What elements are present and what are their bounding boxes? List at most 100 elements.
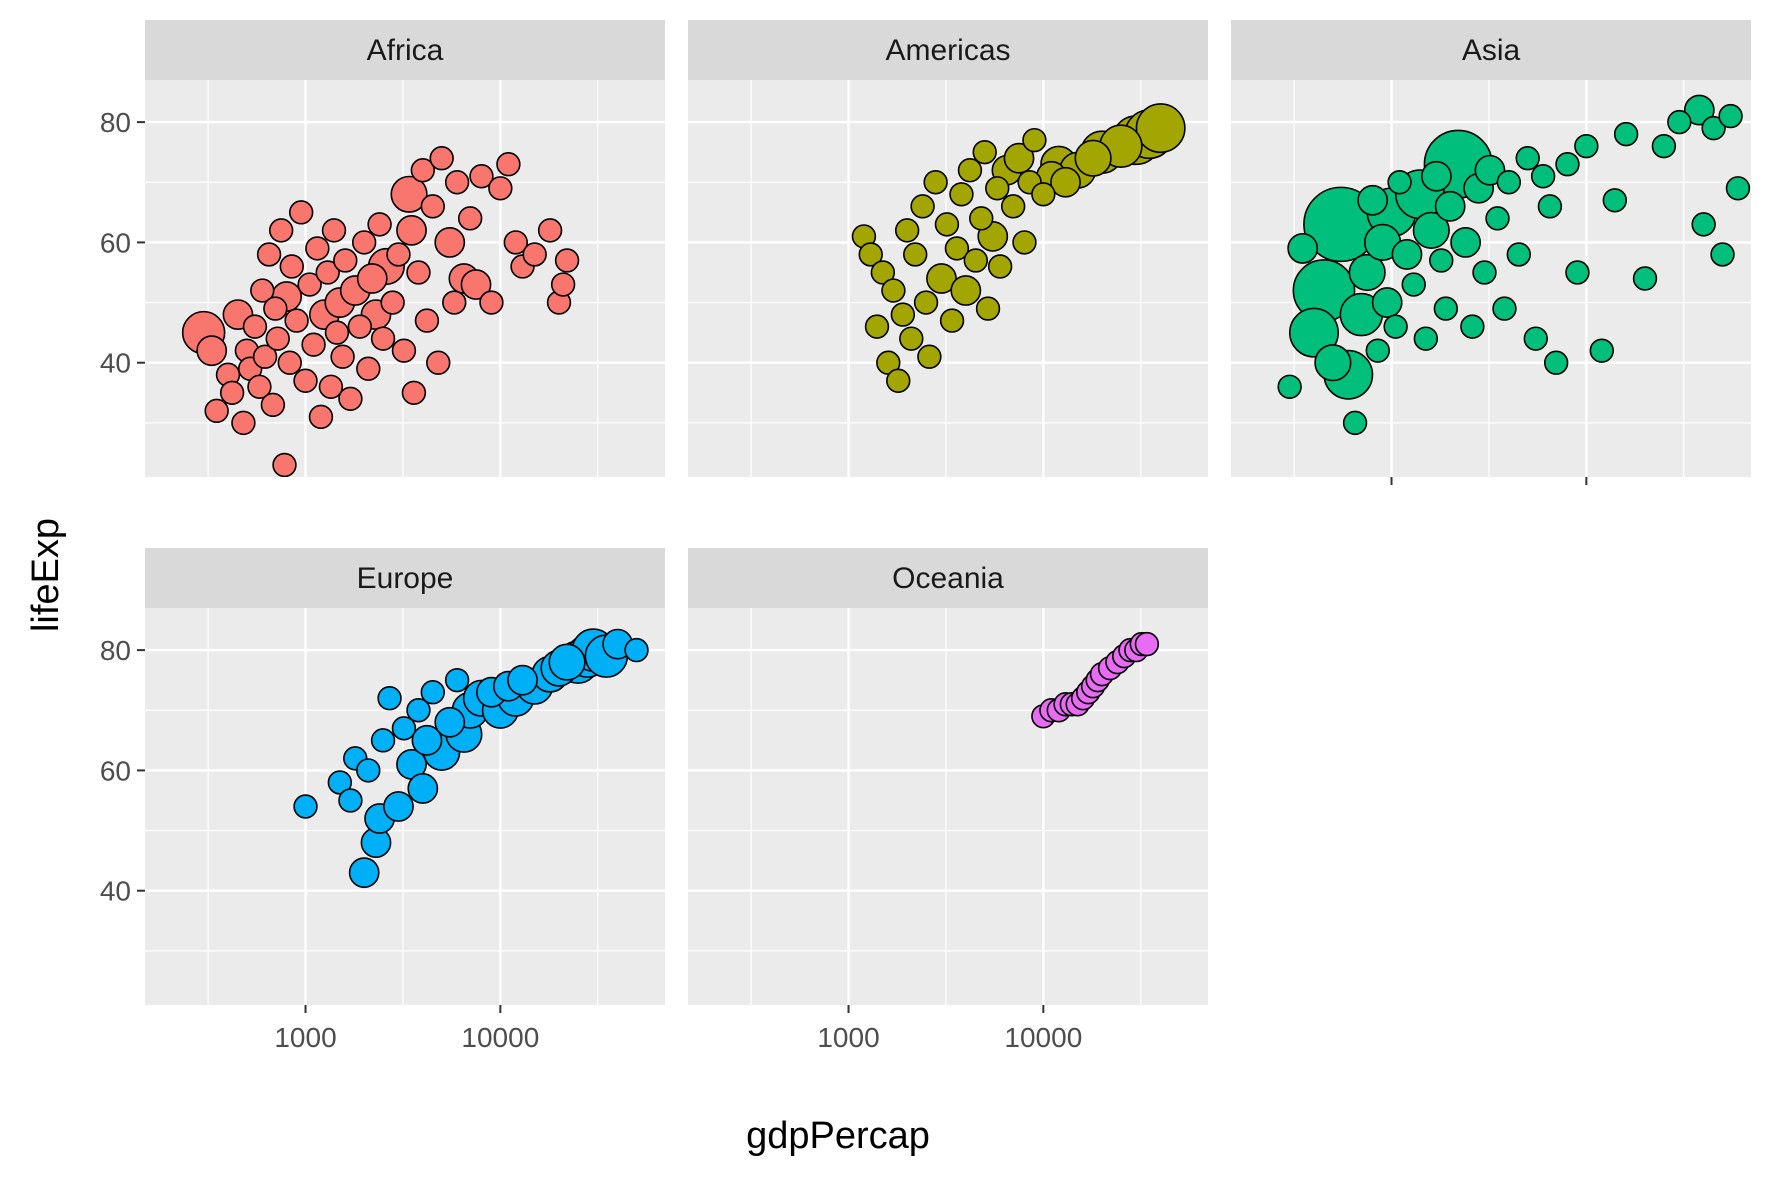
data-point xyxy=(370,326,396,351)
data-point xyxy=(972,139,997,165)
data-point xyxy=(1342,410,1368,436)
data-point xyxy=(1348,253,1386,292)
data-point xyxy=(548,643,586,681)
data-point xyxy=(1450,227,1481,258)
data-point xyxy=(1565,260,1590,285)
data-point xyxy=(1492,296,1517,321)
data-point xyxy=(338,386,363,412)
data-point xyxy=(318,374,344,399)
data-point xyxy=(975,296,1001,321)
data-point xyxy=(987,254,1013,279)
data-point xyxy=(370,728,396,753)
data-point xyxy=(460,269,492,300)
data-point xyxy=(1506,242,1531,267)
data-point xyxy=(1357,184,1389,216)
data-point xyxy=(899,326,924,351)
data-point xyxy=(324,320,350,345)
y-tick-label: 40 xyxy=(100,876,131,907)
data-point xyxy=(894,218,920,243)
data-point xyxy=(1683,94,1715,126)
data-point xyxy=(219,380,245,405)
data-point xyxy=(348,857,380,889)
data-point xyxy=(356,758,381,783)
data-point xyxy=(301,332,326,357)
plot-background xyxy=(145,80,665,477)
data-point xyxy=(1691,212,1716,237)
strip-label: Asia xyxy=(1462,34,1521,67)
strip-background xyxy=(145,548,665,608)
data-point xyxy=(1725,176,1751,201)
panel-europe: Europe xyxy=(145,548,665,1005)
data-point xyxy=(923,170,948,195)
data-point xyxy=(268,218,294,243)
data-point xyxy=(1413,326,1439,351)
data-point xyxy=(265,326,290,351)
data-point xyxy=(890,302,916,327)
data-point xyxy=(488,176,513,201)
data-point xyxy=(321,218,347,243)
data-point xyxy=(390,175,428,213)
data-point xyxy=(231,410,256,436)
x-tick-label: 1000 xyxy=(274,1022,336,1053)
data-point xyxy=(391,716,417,741)
data-point xyxy=(420,194,445,219)
data-point xyxy=(444,667,470,693)
data-point xyxy=(1031,182,1056,207)
points-oceania xyxy=(1031,631,1160,729)
data-point xyxy=(1391,239,1423,270)
data-point xyxy=(550,272,576,297)
data-point xyxy=(858,242,883,267)
data-point xyxy=(434,706,466,738)
data-point xyxy=(1412,211,1450,249)
data-point xyxy=(351,230,377,255)
data-point xyxy=(284,308,309,333)
data-point xyxy=(949,182,974,207)
data-point xyxy=(1574,133,1599,159)
data-point xyxy=(1485,206,1510,231)
data-point xyxy=(407,773,439,804)
data-point xyxy=(410,158,436,183)
data-point xyxy=(537,218,563,243)
data-point xyxy=(338,788,363,813)
data-point xyxy=(926,263,957,294)
y-axes: 40 60 80 40 60 80 xyxy=(100,107,145,907)
data-point xyxy=(1314,344,1352,382)
data-point xyxy=(442,290,467,315)
data-point xyxy=(242,314,268,339)
data-point xyxy=(401,380,427,405)
data-point xyxy=(1401,272,1426,297)
data-point xyxy=(1012,230,1037,255)
data-point xyxy=(1022,127,1047,153)
data-point xyxy=(934,212,960,237)
data-point xyxy=(330,344,355,369)
data-point xyxy=(308,404,334,430)
data-point xyxy=(272,452,297,477)
data-point xyxy=(383,791,414,822)
data-point xyxy=(913,290,939,315)
points-europe xyxy=(293,628,649,889)
data-point xyxy=(367,212,392,237)
data-point xyxy=(939,308,965,333)
data-point xyxy=(1387,170,1412,195)
data-point xyxy=(1000,194,1026,219)
x-axes: 1000 10000 1000 10000 xyxy=(274,477,1588,1053)
plot-background xyxy=(688,608,1208,1005)
data-point xyxy=(1433,296,1459,321)
data-point xyxy=(1074,139,1112,177)
data-point xyxy=(1472,260,1497,285)
y-tick-label: 80 xyxy=(100,635,131,666)
data-point xyxy=(263,296,288,321)
data-point xyxy=(420,680,445,705)
data-point xyxy=(406,698,431,723)
data-point xyxy=(944,236,970,261)
data-point xyxy=(297,272,322,297)
points-africa xyxy=(181,145,580,477)
data-point xyxy=(1474,154,1506,186)
data-point xyxy=(1277,374,1302,399)
data-point xyxy=(327,770,353,795)
data-point xyxy=(252,344,278,369)
data-point xyxy=(507,664,538,696)
strip-label: Americas xyxy=(885,34,1010,67)
panel-asia: Asia xyxy=(1231,20,1751,477)
data-point xyxy=(1365,338,1390,363)
